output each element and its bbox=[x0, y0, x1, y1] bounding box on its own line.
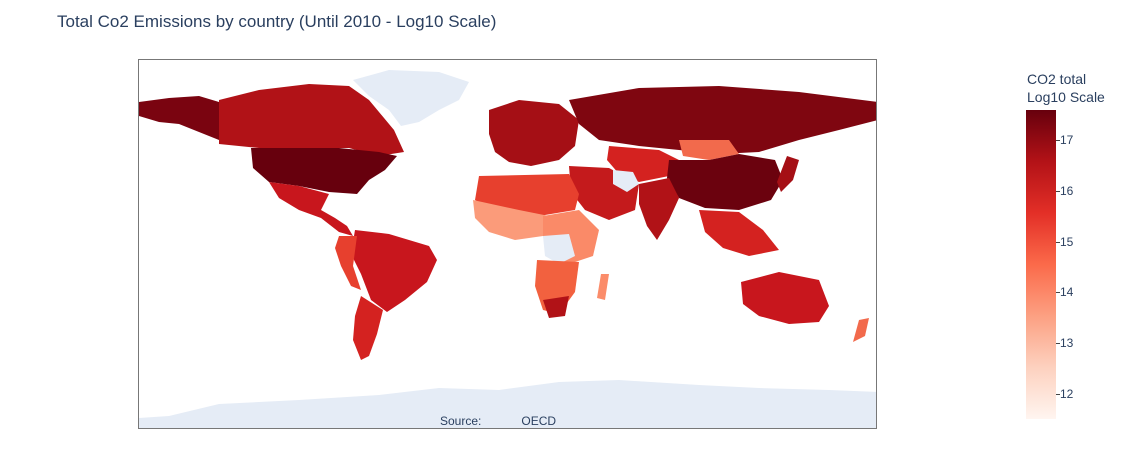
region-southeast-asia[interactable] bbox=[699, 210, 779, 256]
colorbar-tickmark bbox=[1056, 241, 1060, 243]
region-greenland[interactable] bbox=[353, 70, 469, 126]
colorbar-tick-label: 14 bbox=[1060, 285, 1074, 300]
region-russia[interactable] bbox=[569, 86, 877, 154]
source-note: Source: OECD bbox=[440, 414, 556, 428]
region-canada[interactable] bbox=[219, 84, 404, 156]
colorbar-title-line2: Log10 Scale bbox=[1027, 89, 1105, 105]
colorbar-title-line1: CO2 total bbox=[1027, 71, 1087, 87]
colorbar-tickmark bbox=[1056, 343, 1060, 345]
region-madagascar[interactable] bbox=[597, 274, 609, 300]
region-antarctica[interactable] bbox=[139, 380, 877, 429]
colorbar-gradient bbox=[1026, 110, 1056, 419]
world-map[interactable] bbox=[138, 59, 877, 429]
region-china[interactable] bbox=[667, 154, 783, 210]
colorbar-tickmark bbox=[1056, 292, 1060, 294]
chart-title: Total Co2 Emissions by country (Until 20… bbox=[57, 12, 497, 31]
region-mexico[interactable] bbox=[269, 182, 353, 236]
colorbar-tick-label: 17 bbox=[1060, 133, 1074, 148]
source-label: Source: bbox=[440, 414, 482, 428]
region-iran-nodata[interactable] bbox=[613, 170, 639, 192]
region-india[interactable] bbox=[639, 178, 679, 240]
region-argentina[interactable] bbox=[353, 296, 383, 360]
region-west-africa[interactable] bbox=[473, 200, 549, 240]
colorbar-tickmark bbox=[1056, 140, 1060, 142]
region-australia[interactable] bbox=[741, 272, 829, 324]
colorbar-tick-label: 13 bbox=[1060, 336, 1074, 351]
colorbar-tick-label: 15 bbox=[1060, 234, 1074, 249]
region-europe[interactable] bbox=[489, 100, 579, 166]
region-usa[interactable] bbox=[251, 148, 397, 194]
colorbar-tick-label: 12 bbox=[1060, 386, 1074, 401]
region-east-africa-nodata[interactable] bbox=[543, 234, 575, 264]
source-value: OECD bbox=[521, 414, 557, 428]
region-north-africa[interactable] bbox=[475, 174, 579, 216]
region-alaska[interactable] bbox=[139, 96, 219, 140]
colorbar-tickmark bbox=[1056, 393, 1060, 395]
colorbar-tick-label: 16 bbox=[1060, 184, 1074, 199]
colorbar-title: CO2 total Log10 Scale bbox=[1027, 70, 1105, 106]
region-mongolia[interactable] bbox=[679, 140, 739, 160]
region-brazil[interactable] bbox=[351, 230, 437, 312]
region-japan[interactable] bbox=[777, 156, 799, 192]
world-map-svg bbox=[139, 70, 877, 429]
colorbar-tickmark bbox=[1056, 191, 1060, 193]
region-south-africa[interactable] bbox=[543, 296, 569, 318]
region-peru[interactable] bbox=[335, 236, 361, 290]
region-new-zealand[interactable] bbox=[853, 318, 869, 342]
